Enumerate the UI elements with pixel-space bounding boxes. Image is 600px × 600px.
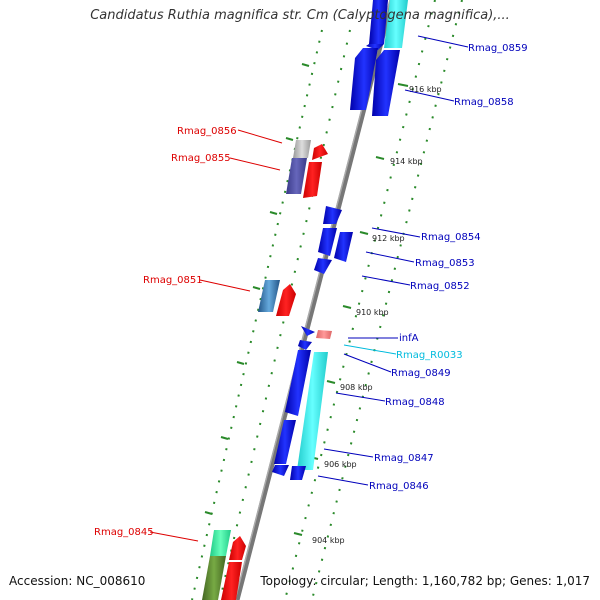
gene-label-rmag-0859[interactable]: Rmag_0859 (468, 43, 528, 54)
gene-rmag-0847[interactable] (274, 420, 296, 464)
gene-rmag-0859[interactable] (366, 0, 408, 50)
gene-label-rmag-0846[interactable]: Rmag_0846 (369, 481, 429, 492)
gene-rmag-0848[interactable] (285, 350, 328, 470)
gene-label-rmag-r0033[interactable]: Rmag_R0033 (396, 350, 463, 361)
gene-rmag-0846[interactable] (272, 465, 306, 480)
scale-label: 914 kbp (390, 157, 423, 166)
gene-label-rmag-0849[interactable]: Rmag_0849 (391, 368, 451, 379)
gene-label-rmag-0854[interactable]: Rmag_0854 (421, 232, 481, 243)
scale-label: 912 kbp (372, 234, 405, 243)
accession-text: Accession: NC_008610 (9, 574, 146, 588)
gene-label-rmag-0851[interactable]: Rmag_0851 (143, 275, 203, 286)
scale-label: 906 kbp (324, 460, 357, 469)
scale-904: 904 kbp (293, 532, 345, 545)
scale-912: 912 kbp (359, 231, 405, 243)
gene-label-rmag-0858[interactable]: Rmag_0858 (454, 97, 514, 108)
gene-rmag-0851[interactable] (258, 280, 296, 316)
scale-label: 910 kbp (356, 308, 389, 317)
scale-label: 916 kbp (409, 85, 442, 94)
gene-label-rmag-0856[interactable]: Rmag_0856 (177, 126, 237, 137)
gene-rmag-0845[interactable] (202, 530, 246, 600)
gene-label-rmag-0848[interactable]: Rmag_0848 (385, 397, 445, 408)
scale-906: 906 kbp (309, 456, 357, 469)
genome-summary-text: Topology: circular; Length: 1,160,782 bp… (260, 574, 590, 588)
gene-infa[interactable] (316, 330, 332, 339)
gene-rmag-0855[interactable] (286, 158, 322, 198)
gene-rmag-0856[interactable] (293, 140, 328, 160)
gene-label-rmag-0845[interactable]: Rmag_0845 (94, 527, 154, 538)
gene-label-rmag-0853[interactable]: Rmag_0853 (415, 258, 475, 269)
gene-rmag-0849-small[interactable] (298, 326, 315, 350)
gene-rmag-0854[interactable] (323, 206, 342, 224)
scale-label: 908 kbp (340, 383, 373, 392)
gene-rmag-0858[interactable] (350, 48, 400, 116)
gene-label-infa[interactable]: infA (399, 333, 419, 344)
gene-rmag-0852[interactable] (314, 258, 332, 274)
gene-label-rmag-0855[interactable]: Rmag_0855 (171, 153, 231, 164)
scale-908: 908 kbp (326, 380, 373, 392)
gene-rmag-0853[interactable] (318, 228, 353, 262)
scale-910: 910 kbp (342, 305, 389, 317)
map-title: Candidatus Ruthia magnifica str. Cm (Cal… (90, 8, 510, 23)
scale-916: 916 kbp (397, 83, 442, 94)
left-ticks (204, 63, 310, 515)
scale-914: 914 kbp (375, 156, 423, 166)
scale-label: 904 kbp (312, 536, 345, 545)
gene-label-rmag-0852[interactable]: Rmag_0852 (410, 281, 470, 292)
gene-label-rmag-0847[interactable]: Rmag_0847 (374, 453, 434, 464)
